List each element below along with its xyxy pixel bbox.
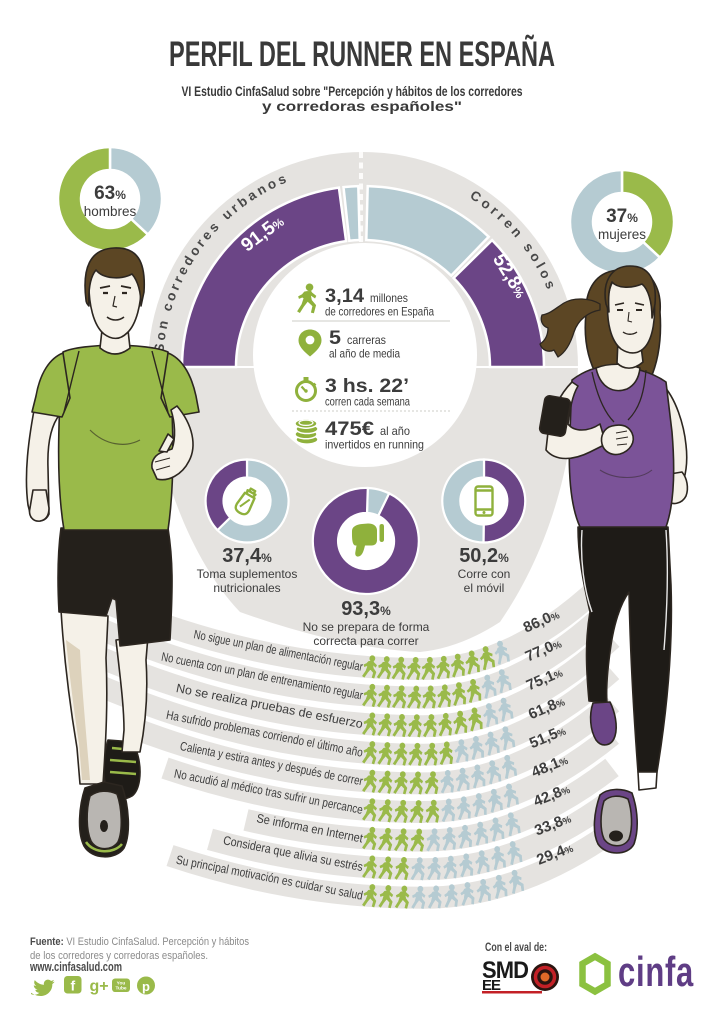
svg-text:millones: millones <box>370 291 408 305</box>
svg-text:50,2%: 50,2% <box>459 545 509 567</box>
svg-text:corren cada semana: corren cada semana <box>325 395 410 409</box>
svg-text:de corredores en España: de corredores en España <box>325 305 434 319</box>
svg-text:hombres: hombres <box>84 204 137 219</box>
svg-text:63%: 63% <box>94 183 126 204</box>
svg-text:correcta para correr: correcta para correr <box>313 634 418 648</box>
svg-text:mujeres: mujeres <box>598 227 646 242</box>
svg-text:p: p <box>142 979 150 994</box>
svg-text:Tube: Tube <box>115 986 126 992</box>
svg-text:No se prepara de forma: No se prepara de forma <box>303 620 430 634</box>
svg-text:www.cinfasalud.com: www.cinfasalud.com <box>29 960 122 974</box>
svg-text:f: f <box>70 978 75 994</box>
svg-text:Corre con: Corre con <box>458 567 511 581</box>
svg-text:Con el aval de:: Con el aval de: <box>485 940 547 954</box>
svg-text:You: You <box>117 981 126 987</box>
svg-text:PERFIL DEL RUNNER EN ESPAÑA: PERFIL DEL RUNNER EN ESPAÑA <box>169 35 555 74</box>
svg-text:de los corredores y corredoras: de los corredores y corredoras españoles… <box>30 950 208 962</box>
svg-text:al año de media: al año de media <box>329 347 400 361</box>
svg-text:g+: g+ <box>89 978 108 995</box>
svg-text:invertidos en running: invertidos en running <box>325 438 424 452</box>
svg-text:VI Estudio CinfaSalud sobre "P: VI Estudio CinfaSalud sobre "Percepción … <box>182 84 523 99</box>
svg-text:SMD: SMD <box>482 957 529 984</box>
svg-text:37,4%: 37,4% <box>222 545 272 567</box>
svg-text:5: 5 <box>329 327 341 349</box>
svg-text:Toma suplementos: Toma suplementos <box>197 567 298 581</box>
svg-text:Fuente: VI Estudio CinfaSalud.: Fuente: VI Estudio CinfaSalud. Percepció… <box>30 936 249 948</box>
svg-text:EE: EE <box>482 977 501 994</box>
svg-text:3,14: 3,14 <box>325 285 364 307</box>
svg-text:93,3%: 93,3% <box>341 598 391 620</box>
svg-text:37%: 37% <box>606 206 638 227</box>
svg-text:al año: al año <box>380 424 410 438</box>
svg-text:3 hs. 22’: 3 hs. 22’ <box>325 375 409 397</box>
svg-text:carreras: carreras <box>347 333 386 347</box>
svg-text:y corredoras españoles": y corredoras españoles" <box>262 99 462 114</box>
svg-text:475€: 475€ <box>325 418 374 440</box>
svg-text:nutricionales: nutricionales <box>213 581 280 595</box>
svg-text:el móvil: el móvil <box>464 581 505 595</box>
svg-text:cinfa: cinfa <box>618 948 694 995</box>
